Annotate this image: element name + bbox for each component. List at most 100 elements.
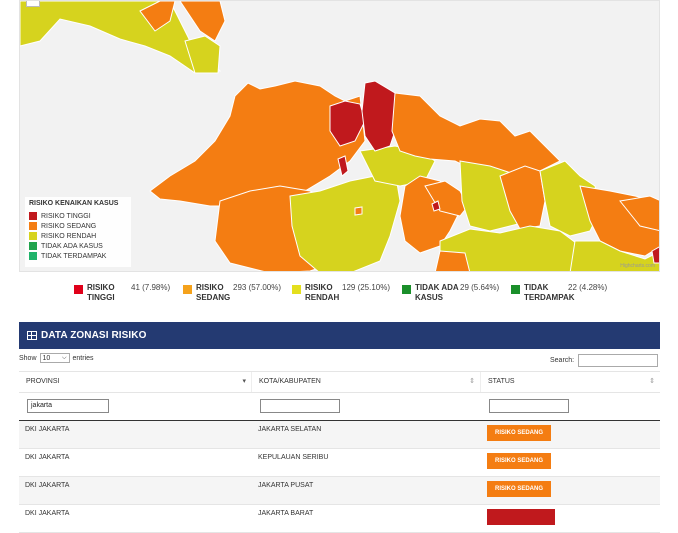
legend-item-tidak-terdampak[interactable]: TIDAK TERDAMPAK: [29, 251, 127, 261]
risk-map[interactable]: − RISIKO KENAIKAN KASUS RISIKO TINGGI RI…: [19, 0, 660, 272]
zoom-out-button[interactable]: −: [26, 1, 40, 7]
legend-item-sedang[interactable]: RISIKO SEDANG: [29, 221, 127, 231]
stat-swatch: [511, 285, 520, 294]
table-row[interactable]: DKI JAKARTA JAKARTA PUSAT RISIKO SEDANG: [19, 477, 660, 505]
status-badge: RISIKO SEDANG: [487, 453, 552, 469]
column-label: STATUS: [488, 378, 515, 385]
map-region[interactable]: [139, 1, 176, 32]
filter-cell: jakarta: [19, 393, 252, 420]
cell-status: RISIKO SEDANG: [481, 421, 660, 448]
cell-kota: KEPULAUAN SERIBU: [258, 454, 329, 461]
zonasi-table: PROVINSI ▾ KOTA/KABUPATEN ⇕ STATUS ⇕ jak…: [19, 371, 660, 533]
sort-icon: ⇕: [469, 378, 475, 385]
panel-header: DATA ZONASI RISIKO: [19, 322, 660, 349]
column-label: KOTA/KABUPATEN: [259, 378, 321, 385]
stat-value: 293 (57.00%): [233, 283, 282, 292]
filter-kota-input[interactable]: [260, 399, 340, 413]
map-region[interactable]: [619, 195, 660, 232]
table-header: PROVINSI ▾ KOTA/KABUPATEN ⇕ STATUS ⇕: [19, 371, 660, 393]
stat-tinggi: RISIKO TINGGI: [74, 283, 131, 303]
column-label: PROVINSI: [26, 378, 60, 385]
filter-provinsi-input[interactable]: jakarta: [27, 399, 109, 413]
cell-status: RISIKO SEDANG: [481, 449, 660, 476]
map-region[interactable]: [434, 250, 471, 272]
filter-cell: [252, 393, 481, 420]
legend-title: RISIKO KENAIKAN KASUS: [29, 200, 119, 207]
filter-row: jakarta: [19, 393, 660, 421]
stat-label: RISIKO TINGGI: [87, 283, 115, 302]
map-region[interactable]: [289, 170, 401, 272]
stat-tidak-ada-kasus: TIDAK ADA KASUS: [402, 283, 475, 303]
map-region[interactable]: [361, 80, 401, 152]
map-region[interactable]: [337, 155, 349, 177]
map-region[interactable]: [499, 165, 546, 230]
cell-provinsi: DKI JAKARTA: [25, 510, 70, 517]
stat-label: TIDAK TERDAMPAK: [524, 283, 575, 302]
table-icon: [27, 331, 37, 340]
column-header-provinsi[interactable]: PROVINSI ▾: [19, 372, 252, 392]
map-region[interactable]: [184, 35, 221, 74]
legend-item-tidak-ada-kasus[interactable]: TIDAK ADA KASUS: [29, 241, 127, 251]
legend-item-tinggi[interactable]: RISIKO TINGGI: [29, 211, 127, 221]
stat-value: 129 (25.10%): [342, 283, 391, 292]
cell-status: [481, 505, 660, 532]
stat-swatch: [292, 285, 301, 294]
cell-kota: JAKARTA SELATAN: [258, 426, 322, 433]
table-row[interactable]: DKI JAKARTA JAKARTA SELATAN RISIKO SEDAN…: [19, 421, 660, 449]
legend-item-rendah[interactable]: RISIKO RENDAH: [29, 231, 127, 241]
map-region[interactable]: [179, 1, 226, 42]
cell-kota: JAKARTA BARAT: [258, 510, 314, 517]
legend-label: RISIKO RENDAH: [41, 232, 97, 240]
stat-value: 22 (4.28%): [568, 283, 608, 292]
entries-select[interactable]: 10 ⌵: [39, 353, 70, 363]
map-region-jakarta[interactable]: [329, 100, 366, 147]
search-input[interactable]: [578, 354, 659, 367]
cell-status: RISIKO SEDANG: [481, 477, 660, 504]
chevron-down-icon: ⌵: [61, 355, 67, 361]
cell-provinsi: DKI JAKARTA: [25, 454, 70, 461]
table-row[interactable]: DKI JAKARTA KEPULAUAN SERIBU RISIKO SEDA…: [19, 449, 660, 477]
map-region[interactable]: [354, 206, 363, 216]
sort-icon: ⇕: [649, 378, 655, 385]
show-entries: Show 10 ⌵ entries: [19, 353, 94, 363]
entries-value: 10: [42, 355, 51, 362]
map-credit[interactable]: Highcharts.com: [620, 263, 655, 269]
legend-swatch: [29, 212, 37, 220]
map-region[interactable]: [651, 246, 660, 264]
column-header-status[interactable]: STATUS ⇕: [481, 372, 660, 392]
column-header-kota[interactable]: KOTA/KABUPATEN ⇕: [252, 372, 481, 392]
legend-label: RISIKO TINGGI: [41, 212, 91, 220]
stat-value: 41 (7.98%): [131, 283, 171, 292]
sort-desc-icon: ▾: [242, 378, 246, 385]
legend-swatch: [29, 232, 37, 240]
legend-swatch: [29, 222, 37, 230]
stat-label: RISIKO SEDANG: [196, 283, 231, 302]
legend-swatch: [29, 252, 37, 260]
table-row[interactable]: DKI JAKARTA JAKARTA BARAT: [19, 505, 660, 533]
map-svg: [20, 1, 660, 272]
stat-swatch: [183, 285, 192, 294]
stat-swatch: [74, 285, 83, 294]
stat-value: 29 (5.64%): [460, 283, 500, 292]
map-legend: RISIKO KENAIKAN KASUS RISIKO TINGGI RISI…: [25, 197, 131, 267]
cell-provinsi: DKI JAKARTA: [25, 426, 70, 433]
risk-summary: RISIKO TINGGI 41 (7.98%) RISIKO SEDANG 2…: [0, 283, 678, 313]
cell-kota: JAKARTA PUSAT: [258, 482, 314, 489]
legend-swatch: [29, 242, 37, 250]
stat-swatch: [402, 285, 411, 294]
status-badge: [487, 509, 555, 525]
status-badge: RISIKO SEDANG: [487, 481, 552, 497]
filter-cell: [481, 393, 660, 420]
stat-rendah: RISIKO RENDAH: [292, 283, 345, 303]
table-search: Search:: [550, 354, 659, 367]
status-badge: RISIKO SEDANG: [487, 425, 552, 441]
cell-provinsi: DKI JAKARTA: [25, 482, 70, 489]
show-label: Show: [19, 354, 37, 362]
stat-sedang: RISIKO SEDANG: [183, 283, 236, 303]
map-region[interactable]: [431, 200, 441, 212]
stat-tidak-terdampak: TIDAK TERDAMPAK: [511, 283, 575, 303]
filter-status-input[interactable]: [489, 399, 569, 413]
entries-label: entries: [72, 354, 94, 362]
map-region[interactable]: [391, 92, 561, 177]
stat-label: RISIKO RENDAH: [305, 283, 340, 302]
